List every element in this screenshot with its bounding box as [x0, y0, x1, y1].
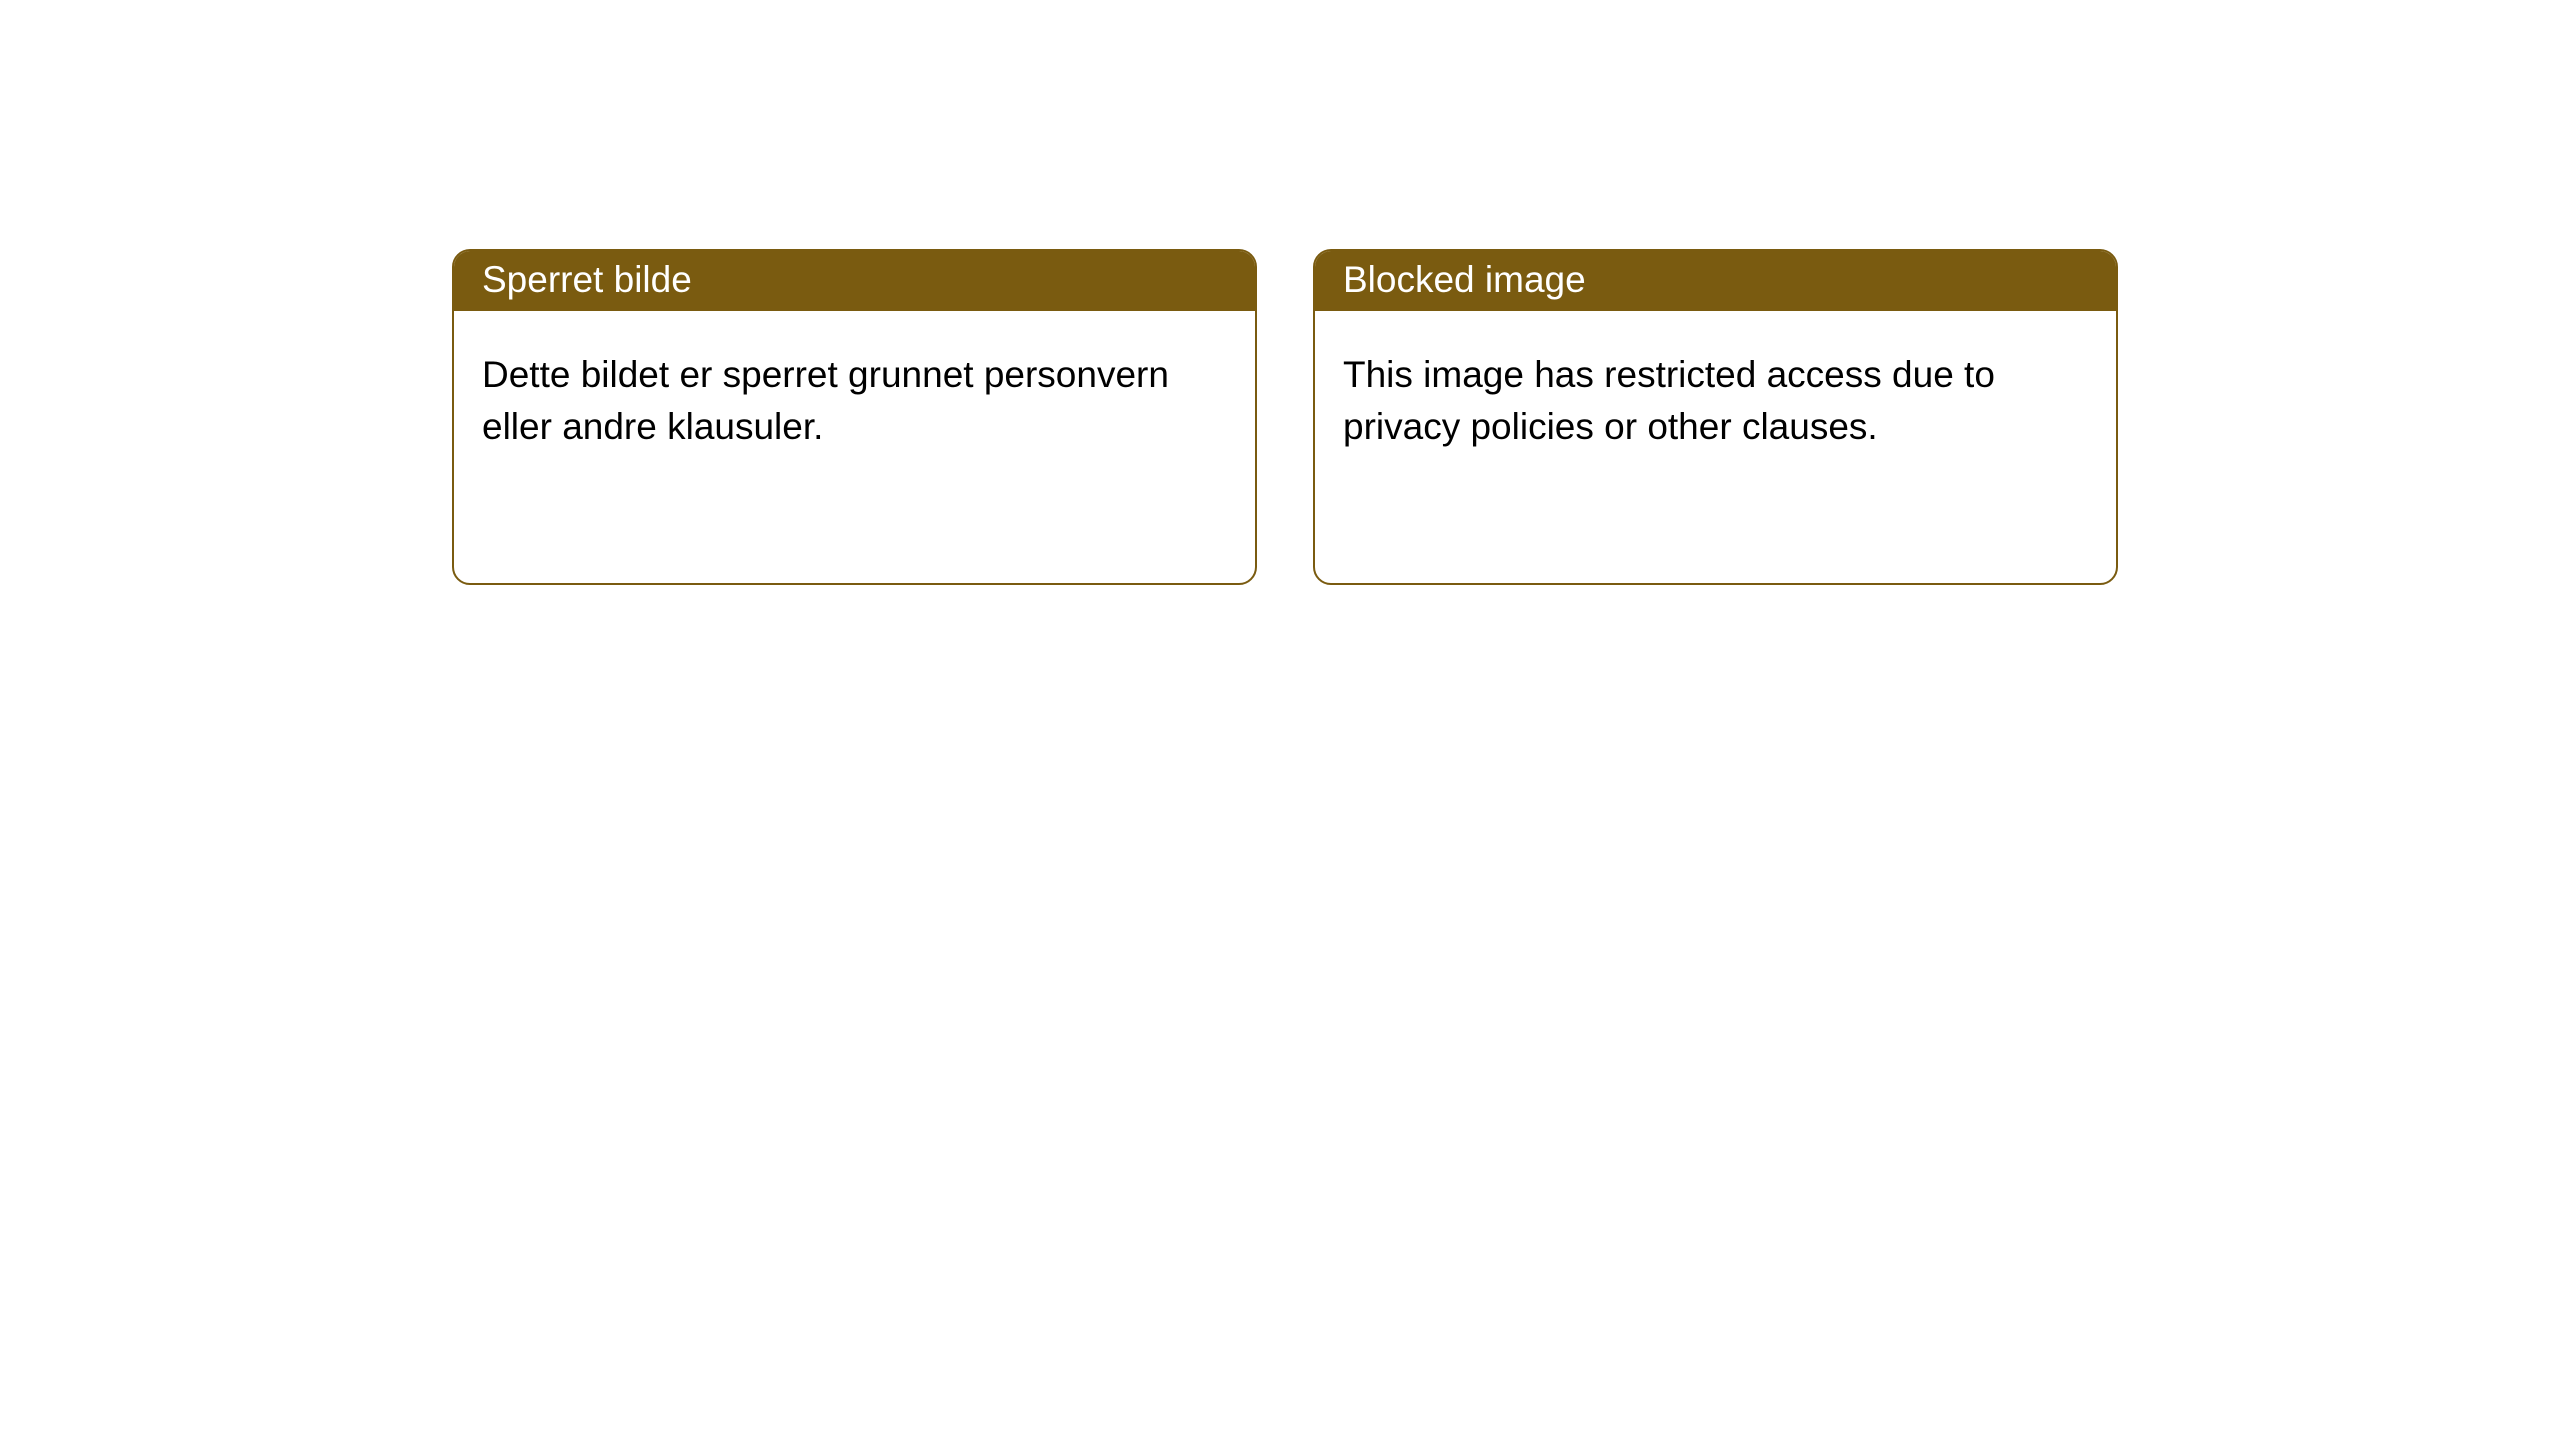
notice-container: Sperret bilde Dette bildet er sperret gr…	[0, 0, 2560, 585]
notice-body-english: This image has restricted access due to …	[1315, 311, 2116, 481]
notice-card-english: Blocked image This image has restricted …	[1313, 249, 2118, 585]
notice-title-norwegian: Sperret bilde	[454, 251, 1255, 311]
notice-body-norwegian: Dette bildet er sperret grunnet personve…	[454, 311, 1255, 481]
notice-title-english: Blocked image	[1315, 251, 2116, 311]
notice-card-norwegian: Sperret bilde Dette bildet er sperret gr…	[452, 249, 1257, 585]
